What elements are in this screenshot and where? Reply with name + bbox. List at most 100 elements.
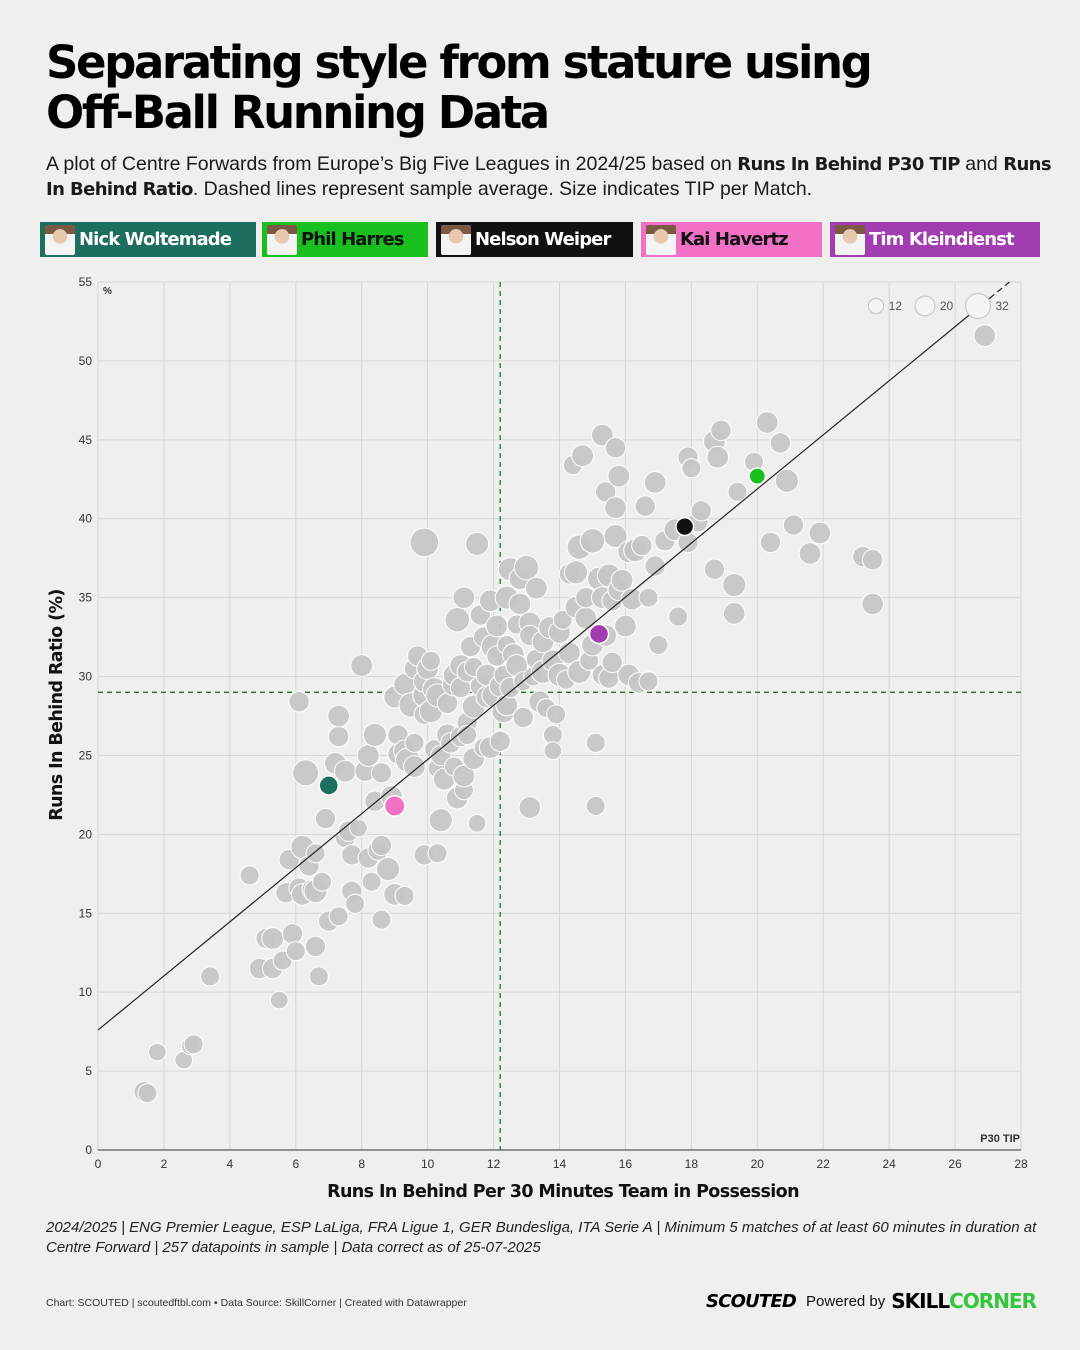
scouted-logo: SCOUTED xyxy=(706,1290,797,1312)
y-unit-label: % xyxy=(103,286,112,297)
trend-line xyxy=(97,281,1010,1031)
y-tick-label: 30 xyxy=(79,670,93,684)
data-point xyxy=(706,445,730,469)
data-point xyxy=(513,554,540,581)
x-tick-label: 4 xyxy=(227,1157,234,1171)
credit-separator: • xyxy=(213,1297,218,1309)
player-chip-label: Nick Woltemade xyxy=(79,229,232,250)
axis-ticks: 0 2 4 6 8 10 12 14 16 18 20 22 24 26 28051015202530354… xyxy=(79,275,1028,1171)
data-point xyxy=(668,606,689,627)
data-point xyxy=(543,741,563,761)
data-point xyxy=(563,560,589,585)
y-tick-label: 20 xyxy=(79,827,93,841)
data-point xyxy=(305,843,326,864)
size-legend-label: 20 xyxy=(940,299,954,313)
x-tick-label: 0 xyxy=(95,1157,102,1171)
data-point xyxy=(579,528,606,554)
data-point xyxy=(350,654,374,677)
data-point xyxy=(328,906,349,927)
data-point xyxy=(183,1034,204,1055)
data-point xyxy=(409,527,440,558)
data-point xyxy=(452,764,476,788)
data-point xyxy=(485,614,509,638)
trend-line-extension xyxy=(989,281,1010,299)
data-point xyxy=(371,909,392,930)
methodology-note: 2024/2025 | ENG Premier League, ESP LaLi… xyxy=(46,1219,1037,1256)
data-point xyxy=(607,464,631,488)
y-tick-label: 0 xyxy=(85,1143,92,1157)
powered-by-text: Powered by xyxy=(806,1292,886,1310)
player-chip-label: Tim Kleindienst xyxy=(869,229,1015,250)
data-point xyxy=(808,521,832,545)
x-tick-label: 28 xyxy=(1014,1157,1028,1171)
data-point xyxy=(601,651,623,674)
data-point xyxy=(428,808,453,833)
y-tick-label: 35 xyxy=(79,591,93,605)
size-legend-label: 32 xyxy=(996,299,1010,313)
x-axis-label: Runs In Behind Per 30 Minutes Team in Po… xyxy=(327,1182,799,1202)
y-tick-label: 5 xyxy=(85,1064,92,1078)
data-point xyxy=(512,706,534,729)
subtitle-bold-metric-x: Runs In Behind P30 TIP xyxy=(737,154,960,175)
data-point xyxy=(147,1042,167,1062)
data-point xyxy=(973,324,997,348)
data-point xyxy=(634,495,656,517)
player-legend: Nick Woltemade Phil Harres Nelson Weiper… xyxy=(40,222,1040,257)
data-point xyxy=(518,796,542,819)
data-point xyxy=(345,893,366,914)
y-tick-label: 45 xyxy=(79,433,93,447)
data-point xyxy=(361,871,382,892)
data-point xyxy=(774,468,800,493)
y-axis-label: Runs In Behind Ratio (%) xyxy=(47,589,67,821)
data-point xyxy=(427,843,448,864)
data-point xyxy=(585,732,606,753)
data-point xyxy=(327,704,351,728)
player-chip-woltemade: Nick Woltemade xyxy=(40,222,256,257)
data-point xyxy=(638,587,659,608)
x-tick-label: 10 xyxy=(421,1157,435,1171)
data-point xyxy=(304,935,327,958)
data-point xyxy=(638,671,659,692)
data-point xyxy=(239,865,260,886)
x-tick-label: 14 xyxy=(553,1157,567,1171)
data-point xyxy=(467,813,487,833)
data-point xyxy=(452,586,476,610)
data-point xyxy=(571,444,594,467)
data-point xyxy=(610,568,634,592)
data-point xyxy=(281,923,304,945)
highlight-point xyxy=(588,623,610,645)
data-point xyxy=(292,759,320,787)
x-tick-label: 6 xyxy=(292,1157,299,1171)
scatter-chart: 0 2 4 6 8 10 12 14 16 18 20 22 24 26 28051015202530354… xyxy=(47,275,1028,1202)
data-point xyxy=(604,496,627,520)
data-point xyxy=(681,458,702,479)
subtitle-text-1: A plot of Centre Forwards from Europe’s … xyxy=(46,153,738,175)
data-point xyxy=(327,725,350,748)
player-portrait-icon xyxy=(835,224,865,255)
data-point xyxy=(759,531,782,554)
data-point xyxy=(465,531,490,557)
source-credit: Data Source: SkillCorner | Created with … xyxy=(220,1297,467,1309)
size-legend-circle xyxy=(964,292,992,320)
data-point xyxy=(546,704,567,725)
trend-line-solid xyxy=(97,297,991,1031)
data-point xyxy=(349,818,368,838)
data-point xyxy=(200,966,221,987)
data-point xyxy=(727,481,748,502)
data-point xyxy=(603,524,628,549)
data-point xyxy=(722,602,746,625)
x-tick-label: 20 xyxy=(751,1157,765,1171)
data-point xyxy=(489,730,511,752)
y-tick-label: 15 xyxy=(79,906,93,920)
data-point xyxy=(798,542,822,565)
data-point xyxy=(648,634,669,656)
player-chip-kleindienst: Tim Kleindienst xyxy=(830,222,1040,257)
subtitle-bold-metric-y: Runs In Behind Ratio xyxy=(46,154,1052,200)
data-point xyxy=(137,1083,158,1104)
chart-subtitle: A plot of Centre Forwards from Europe’s … xyxy=(46,152,1056,202)
size-legend-circle xyxy=(867,297,885,315)
y-tick-label: 25 xyxy=(79,748,93,762)
chart-title: Separating style from stature using Off-… xyxy=(46,38,1046,138)
data-point xyxy=(420,650,441,671)
size-legend-circle xyxy=(914,295,936,317)
